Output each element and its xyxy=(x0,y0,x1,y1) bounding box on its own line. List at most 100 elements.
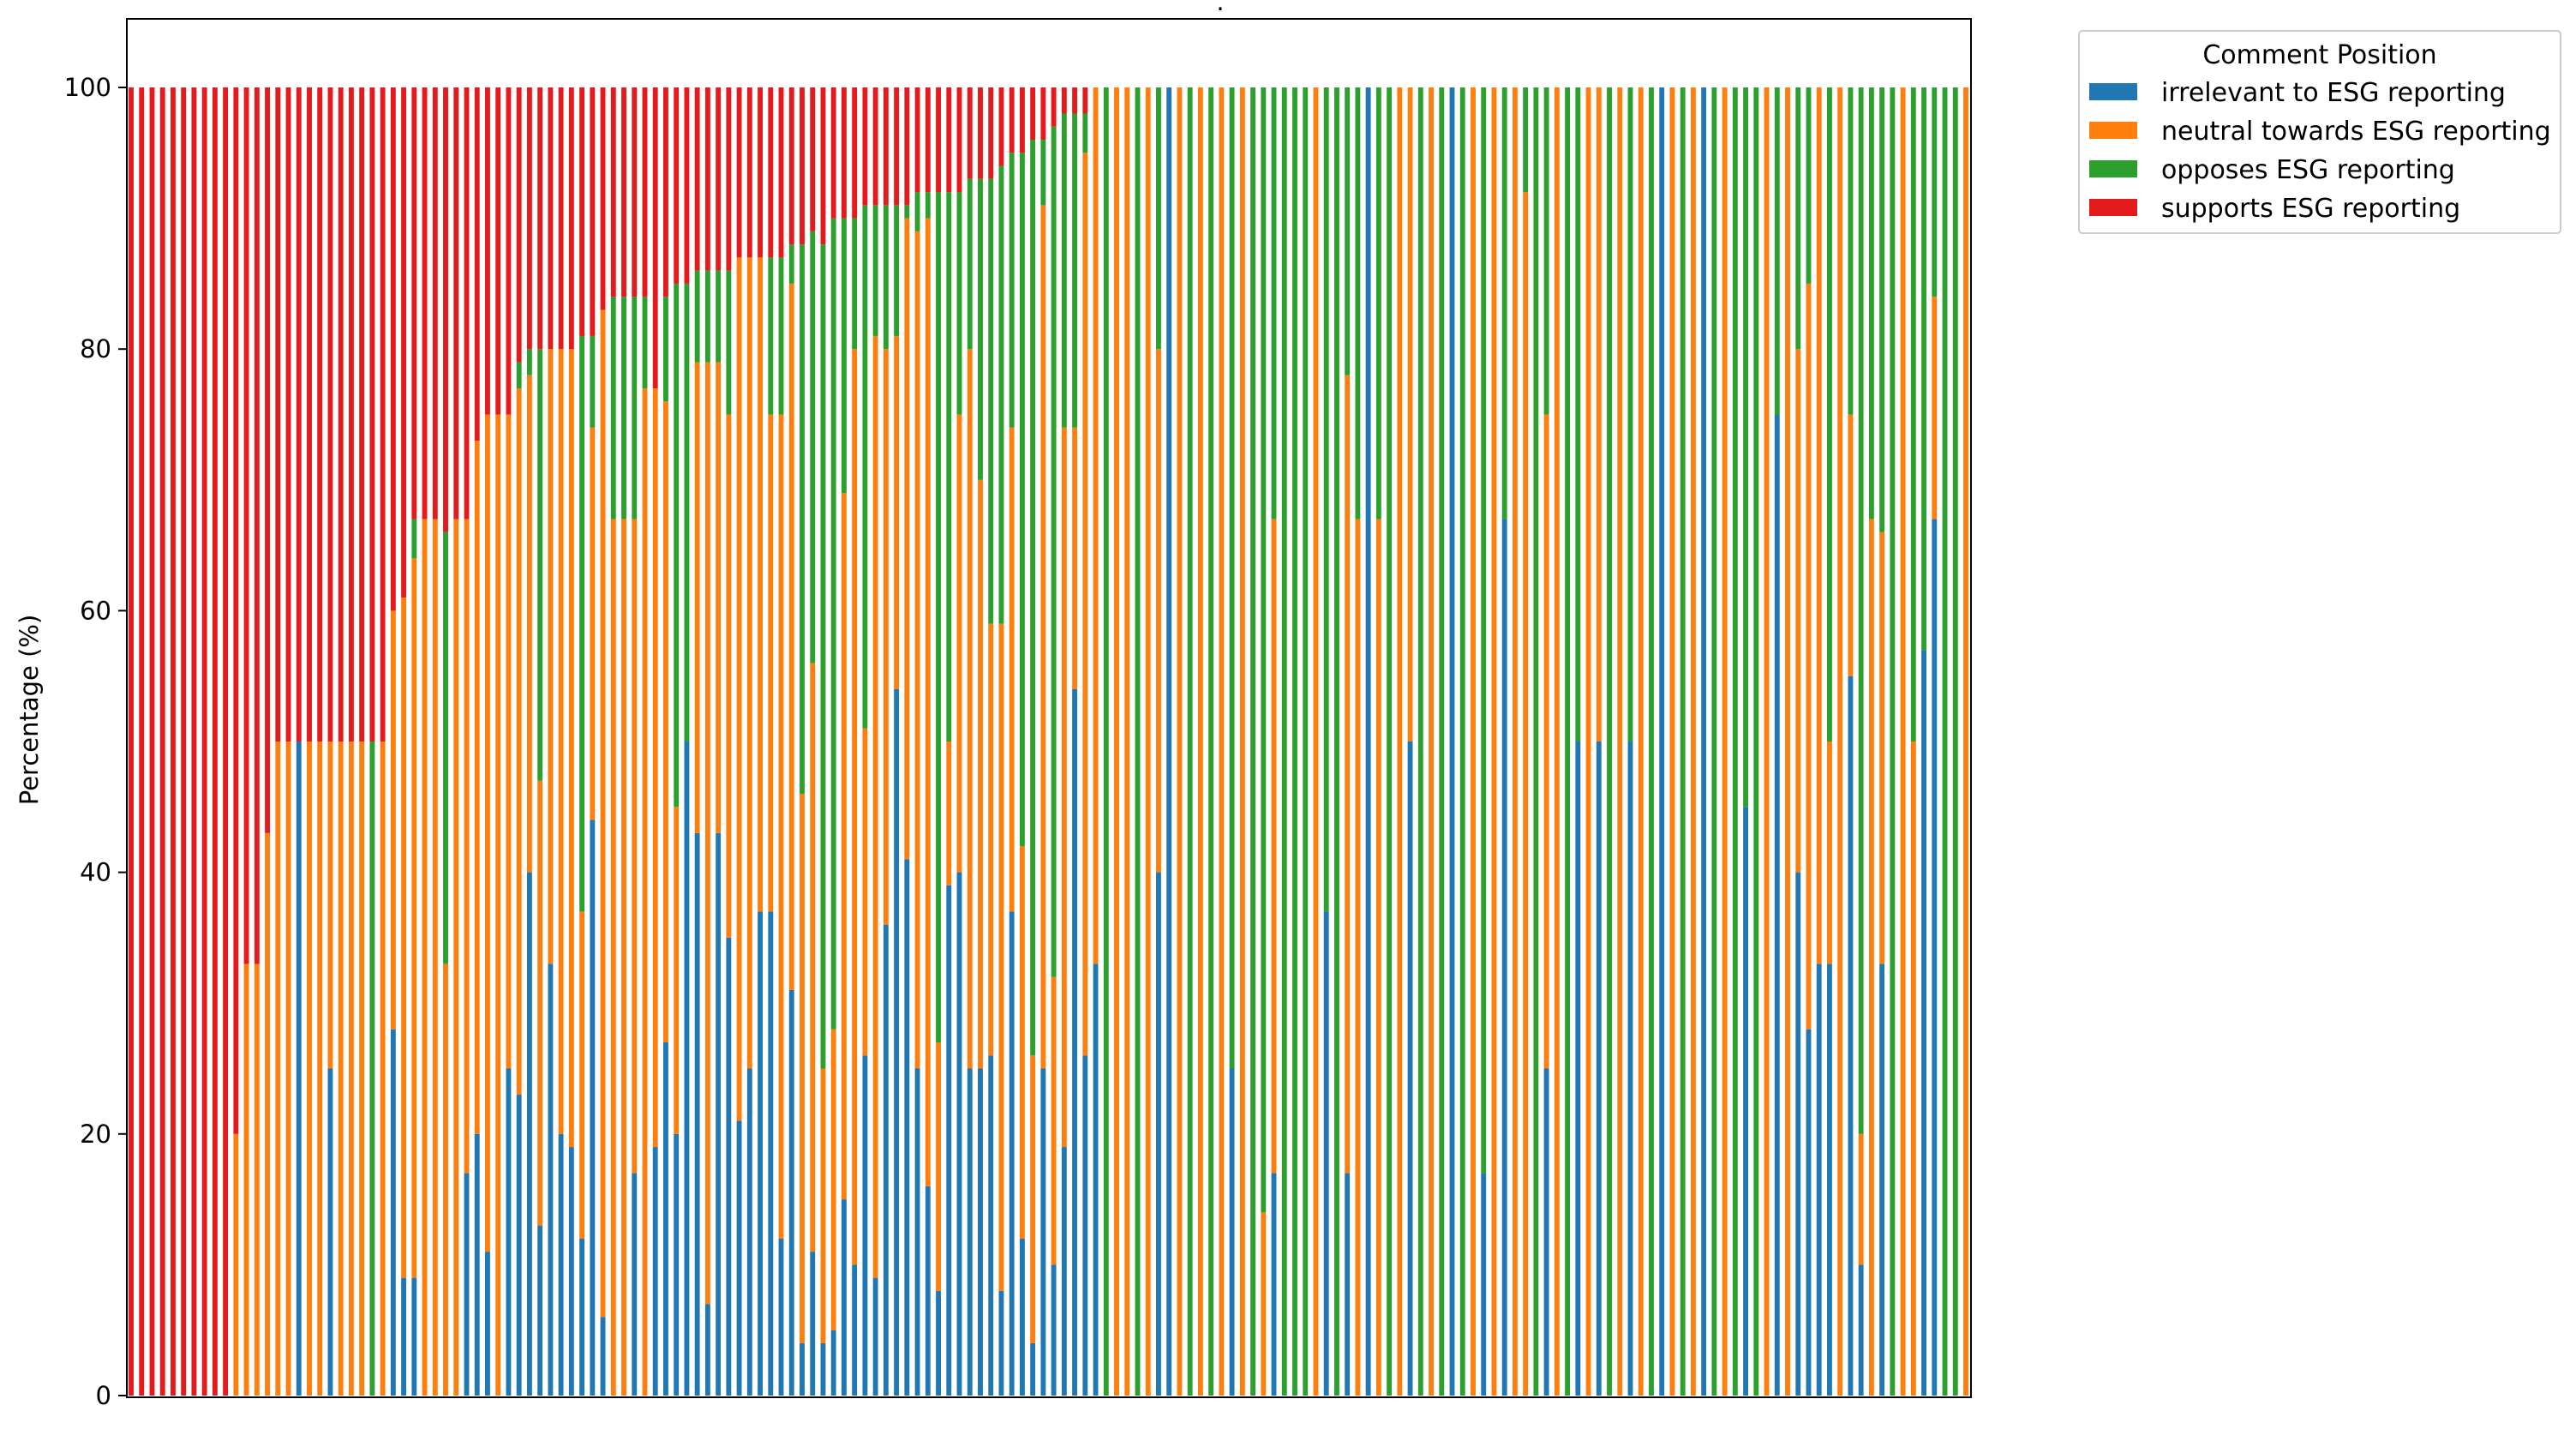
bar-segment xyxy=(1072,87,1078,114)
bar-segment xyxy=(936,87,941,193)
bar-segment xyxy=(1093,964,1099,1396)
bar-segment xyxy=(1239,87,1245,1396)
bar-segment xyxy=(369,742,375,1396)
bar-segment xyxy=(978,178,983,480)
bar-segment xyxy=(1806,1029,1812,1396)
bar-segment xyxy=(988,87,994,179)
bar-segment xyxy=(600,1317,606,1396)
bar-segment xyxy=(390,610,396,1030)
bar-segment xyxy=(936,192,941,1042)
bar-segment xyxy=(768,911,774,1396)
bar-segment xyxy=(1061,87,1067,114)
bar-segment xyxy=(1627,742,1633,1396)
bar-segment xyxy=(1334,87,1339,1396)
bar-segment xyxy=(842,87,847,219)
bar-segment xyxy=(474,1133,480,1396)
bar-segment xyxy=(485,87,490,415)
bar-segment xyxy=(1575,742,1581,1396)
bar-segment xyxy=(254,964,260,1396)
bar-segment xyxy=(1040,205,1046,1069)
bar-segment xyxy=(1501,519,1507,1396)
bar-segment xyxy=(704,1304,710,1396)
bar-segment xyxy=(852,218,858,350)
bar-segment xyxy=(380,87,386,742)
bar-segment xyxy=(548,87,554,350)
bar-segment xyxy=(327,1068,333,1396)
bar-segment xyxy=(526,349,532,375)
bar-segment xyxy=(1261,1212,1267,1396)
bar-segment xyxy=(506,87,512,415)
bar-segment xyxy=(914,192,920,231)
bar-segment xyxy=(1680,87,1686,1396)
y-axis: 0 20 40 60 80 100 xyxy=(64,73,127,1410)
bar-segment xyxy=(746,87,752,258)
bar-segment xyxy=(1711,87,1717,1396)
bar-segment xyxy=(925,192,931,219)
bar-segment xyxy=(1040,140,1046,206)
bar-segment xyxy=(788,989,794,1396)
bar-segment xyxy=(474,87,480,441)
bar-segment xyxy=(296,742,302,1396)
bar-segment xyxy=(830,87,836,219)
bar-segment xyxy=(1229,1068,1235,1396)
bar-segment xyxy=(422,87,428,519)
bar-segment xyxy=(632,297,638,519)
bar-segment xyxy=(788,87,794,245)
bar-segment xyxy=(1910,742,1916,1396)
bar-segment xyxy=(1229,87,1235,1069)
bar-segment xyxy=(842,218,847,494)
bar-segment xyxy=(1774,87,1780,415)
bar-segment xyxy=(1166,87,1172,1396)
bar-segment xyxy=(632,1173,638,1396)
bar-segment xyxy=(1932,297,1938,519)
bar-segment xyxy=(1910,87,1916,742)
bar-segment xyxy=(810,87,816,231)
bar-segment xyxy=(621,519,626,1396)
bar-segment xyxy=(1879,531,1885,964)
bar-segment xyxy=(579,911,585,1239)
bar-segment xyxy=(464,519,470,1174)
plot-frame xyxy=(126,18,1972,1398)
legend-entry-label: neutral towards ESG reporting xyxy=(2161,117,2551,147)
bar-segment xyxy=(956,87,962,193)
bar-segment xyxy=(453,87,459,519)
bar-segment xyxy=(1952,87,1958,1396)
bar-segment xyxy=(1596,742,1602,1396)
y-tick-label: 80 xyxy=(80,334,111,363)
bar-segment xyxy=(1009,911,1015,1396)
bar-segment xyxy=(1271,519,1277,1174)
bar-segment xyxy=(1868,87,1874,519)
bar-segment xyxy=(1774,414,1780,1396)
bar-segment xyxy=(506,414,512,1069)
bar-segment xyxy=(307,742,312,1396)
bar-segment xyxy=(1848,675,1854,1396)
bar-segment xyxy=(736,87,742,258)
bar-segment xyxy=(610,519,616,1396)
bar-segment xyxy=(1523,87,1529,193)
bar-segment xyxy=(820,1342,826,1396)
bar-segment xyxy=(243,964,249,1396)
bar-segment xyxy=(810,231,816,663)
bar-segment xyxy=(998,1290,1004,1396)
bar-segment xyxy=(1732,87,1738,1396)
bar-segment xyxy=(694,87,700,271)
bar-segment xyxy=(914,231,920,1069)
bar-segment xyxy=(506,1068,512,1396)
bar-segment xyxy=(411,558,417,1278)
legend-swatch xyxy=(2089,199,2137,216)
bar-segment xyxy=(1030,140,1036,1056)
bar-segment xyxy=(925,87,931,193)
bar-segment xyxy=(1061,113,1067,428)
bar-segment xyxy=(862,87,868,206)
bar-segment xyxy=(359,87,365,742)
bar-segment xyxy=(978,479,983,1069)
bar-segment xyxy=(726,414,732,938)
bar-segment xyxy=(998,165,1004,624)
bar-segment xyxy=(904,87,910,206)
bar-segment xyxy=(1439,87,1445,1396)
bar-segment xyxy=(758,911,763,1396)
bar-segment xyxy=(537,87,543,350)
bar-segment xyxy=(1156,349,1161,873)
bar-segment xyxy=(1827,742,1832,964)
bar-segment xyxy=(820,1068,826,1343)
